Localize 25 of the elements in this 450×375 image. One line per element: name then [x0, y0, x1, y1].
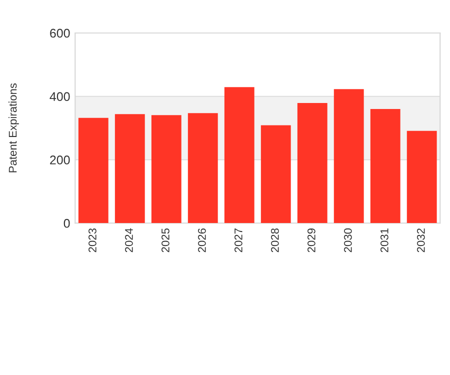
x-tick-label: 2028 [270, 228, 279, 252]
bar [151, 115, 182, 224]
x-tick-label: 2027 [234, 228, 242, 252]
bar [78, 118, 108, 224]
x-tick-label: 2032 [416, 228, 425, 252]
bar [297, 103, 328, 224]
x-tick-label: 2029 [307, 228, 316, 252]
bar [260, 125, 291, 224]
bar [224, 87, 254, 224]
y-axis-title: Patent Expirations [8, 83, 19, 172]
y-tick-label: 600 [50, 28, 70, 38]
x-tick-label: 2030 [344, 228, 352, 252]
x-tick-label: 2031 [380, 228, 388, 252]
bar [114, 114, 145, 224]
x-tick-label: 2024 [125, 228, 133, 252]
x-tick-label: 2023 [88, 228, 96, 252]
x-tick-label: 2025 [162, 228, 170, 252]
x-tick-label: 2026 [198, 228, 206, 252]
y-tick-label: 200 [50, 156, 70, 164]
bar [334, 89, 364, 224]
bar [188, 113, 218, 224]
bar [406, 130, 437, 224]
y-tick-label: 400 [50, 92, 70, 102]
bar [370, 109, 400, 224]
y-tick-label: 0 [64, 218, 70, 228]
